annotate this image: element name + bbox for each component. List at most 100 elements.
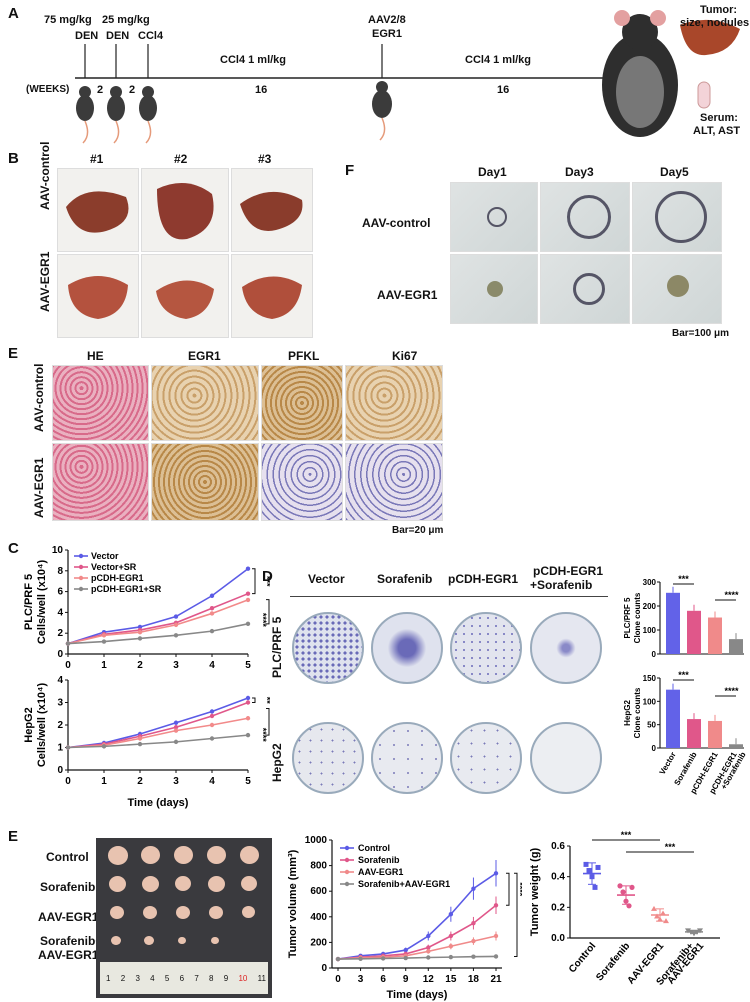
colony-dish — [371, 722, 443, 794]
row-label: AAV-EGR1 — [32, 457, 46, 518]
ruler-number: 10 — [238, 974, 248, 983]
tumor-label: size, nodules — [680, 17, 750, 29]
data-point — [101, 633, 107, 638]
row-label: Control — [46, 850, 89, 864]
significance-label: *** — [678, 670, 689, 680]
x-tick-label: 3 — [173, 660, 179, 671]
legend-marker — [344, 845, 350, 851]
organoid-image — [540, 254, 630, 324]
data-point — [620, 889, 626, 895]
bar — [708, 617, 722, 654]
data-point — [448, 944, 454, 949]
legend-label: Sorafenib+AAV-EGR1 — [358, 879, 450, 889]
x-tick-label: 4 — [209, 776, 215, 787]
week-count: 16 — [255, 84, 268, 96]
data-point — [245, 591, 251, 596]
y-axis-label: PLC/PRF 5Clone counts — [623, 592, 642, 643]
data-point — [101, 639, 107, 644]
y-tick-label: 0 — [652, 650, 657, 659]
liver-photo — [57, 254, 139, 338]
y-tick-label: 3 — [57, 698, 63, 709]
scale-bar-label: Bar=100 μm — [672, 328, 729, 339]
y-tick-label: 4 — [57, 675, 63, 686]
data-point — [651, 905, 657, 911]
dose-label: 25 mg/kg — [102, 14, 150, 26]
y-tick-label: 800 — [310, 861, 327, 872]
data-point — [403, 947, 408, 953]
ruler-number: 2 — [120, 974, 126, 983]
series-line — [337, 904, 497, 960]
legend-marker — [344, 857, 350, 863]
significance-label: **** — [724, 590, 739, 600]
series-line — [67, 701, 249, 749]
data-point — [663, 918, 669, 924]
ruler-number: 1 — [106, 974, 111, 983]
tumor-specimen — [177, 936, 186, 944]
y-tick-label: 0.0 — [551, 933, 565, 944]
significance-label: **** — [515, 882, 522, 897]
colony-dish — [371, 612, 443, 684]
liver-icon — [680, 19, 740, 56]
y-tick-label: 2 — [57, 720, 63, 731]
bar — [666, 592, 680, 654]
series-line — [67, 717, 249, 749]
y-tick-label: 4 — [57, 607, 63, 618]
significance-bracket — [266, 708, 270, 736]
liver-photo — [141, 254, 229, 338]
data-point — [471, 954, 476, 959]
data-point — [685, 928, 691, 934]
series-line — [67, 599, 249, 645]
scale-bar-label: Bar=20 μm — [392, 525, 444, 536]
legend-label: Sorafenib — [358, 855, 400, 865]
data-point — [101, 744, 107, 749]
tumor-specimen — [144, 936, 154, 945]
organoid-image — [632, 182, 722, 252]
divider — [290, 596, 608, 597]
tumor-specimen — [240, 846, 260, 864]
y-tick-label: 150 — [643, 674, 657, 683]
row-label: AAV-EGR1 — [377, 288, 438, 302]
significance-label: *** — [262, 576, 270, 587]
y-tick-label: 6 — [57, 587, 63, 598]
y-tick-label: 0 — [57, 765, 63, 776]
y-tick-label: 100 — [643, 626, 657, 635]
column-label: Day5 — [660, 165, 689, 179]
legend-marker — [344, 881, 350, 887]
column-label: Day3 — [565, 165, 594, 179]
y-tick-label: 0.6 — [551, 841, 565, 852]
tumor-specimen — [111, 936, 121, 945]
row-label: AAV-control — [362, 216, 431, 230]
mouse-icon — [139, 86, 157, 144]
column-label: #2 — [174, 152, 188, 166]
legend-label: Vector — [91, 551, 119, 561]
organoid-image — [450, 254, 538, 324]
histology-image — [52, 443, 149, 521]
panel-label: E — [8, 345, 19, 362]
column-label: pCDH-EGR1 — [533, 564, 604, 578]
ruler-number: 5 — [164, 974, 170, 983]
data-point — [173, 614, 179, 619]
y-tick-label: 200 — [310, 937, 327, 948]
row-label: AAV-EGR1 — [38, 251, 52, 312]
y-axis-label: Tumor volume (mm³) — [287, 849, 299, 958]
x-tick-label: 0 — [65, 660, 71, 671]
legend-label: pCDH-EGR1+SR — [91, 584, 162, 594]
y-tick-label: 8 — [57, 566, 63, 577]
y-tick-label: 2 — [57, 628, 63, 639]
row-label: AAV-control — [32, 363, 46, 432]
histology-image — [151, 365, 259, 441]
series-line — [337, 872, 497, 960]
tumor-specimen — [208, 905, 223, 919]
data-point — [493, 903, 499, 908]
data-point — [426, 955, 431, 960]
data-point — [583, 861, 589, 867]
series-line — [67, 697, 249, 749]
data-point — [209, 611, 215, 616]
data-point — [209, 593, 215, 598]
data-point — [471, 886, 476, 891]
ruler-number: 4 — [150, 974, 155, 983]
significance-bracket — [514, 872, 518, 957]
y-tick-label: 100 — [643, 697, 657, 706]
x-tick-label: 1 — [101, 776, 107, 787]
serum-label: Serum: — [700, 112, 738, 124]
